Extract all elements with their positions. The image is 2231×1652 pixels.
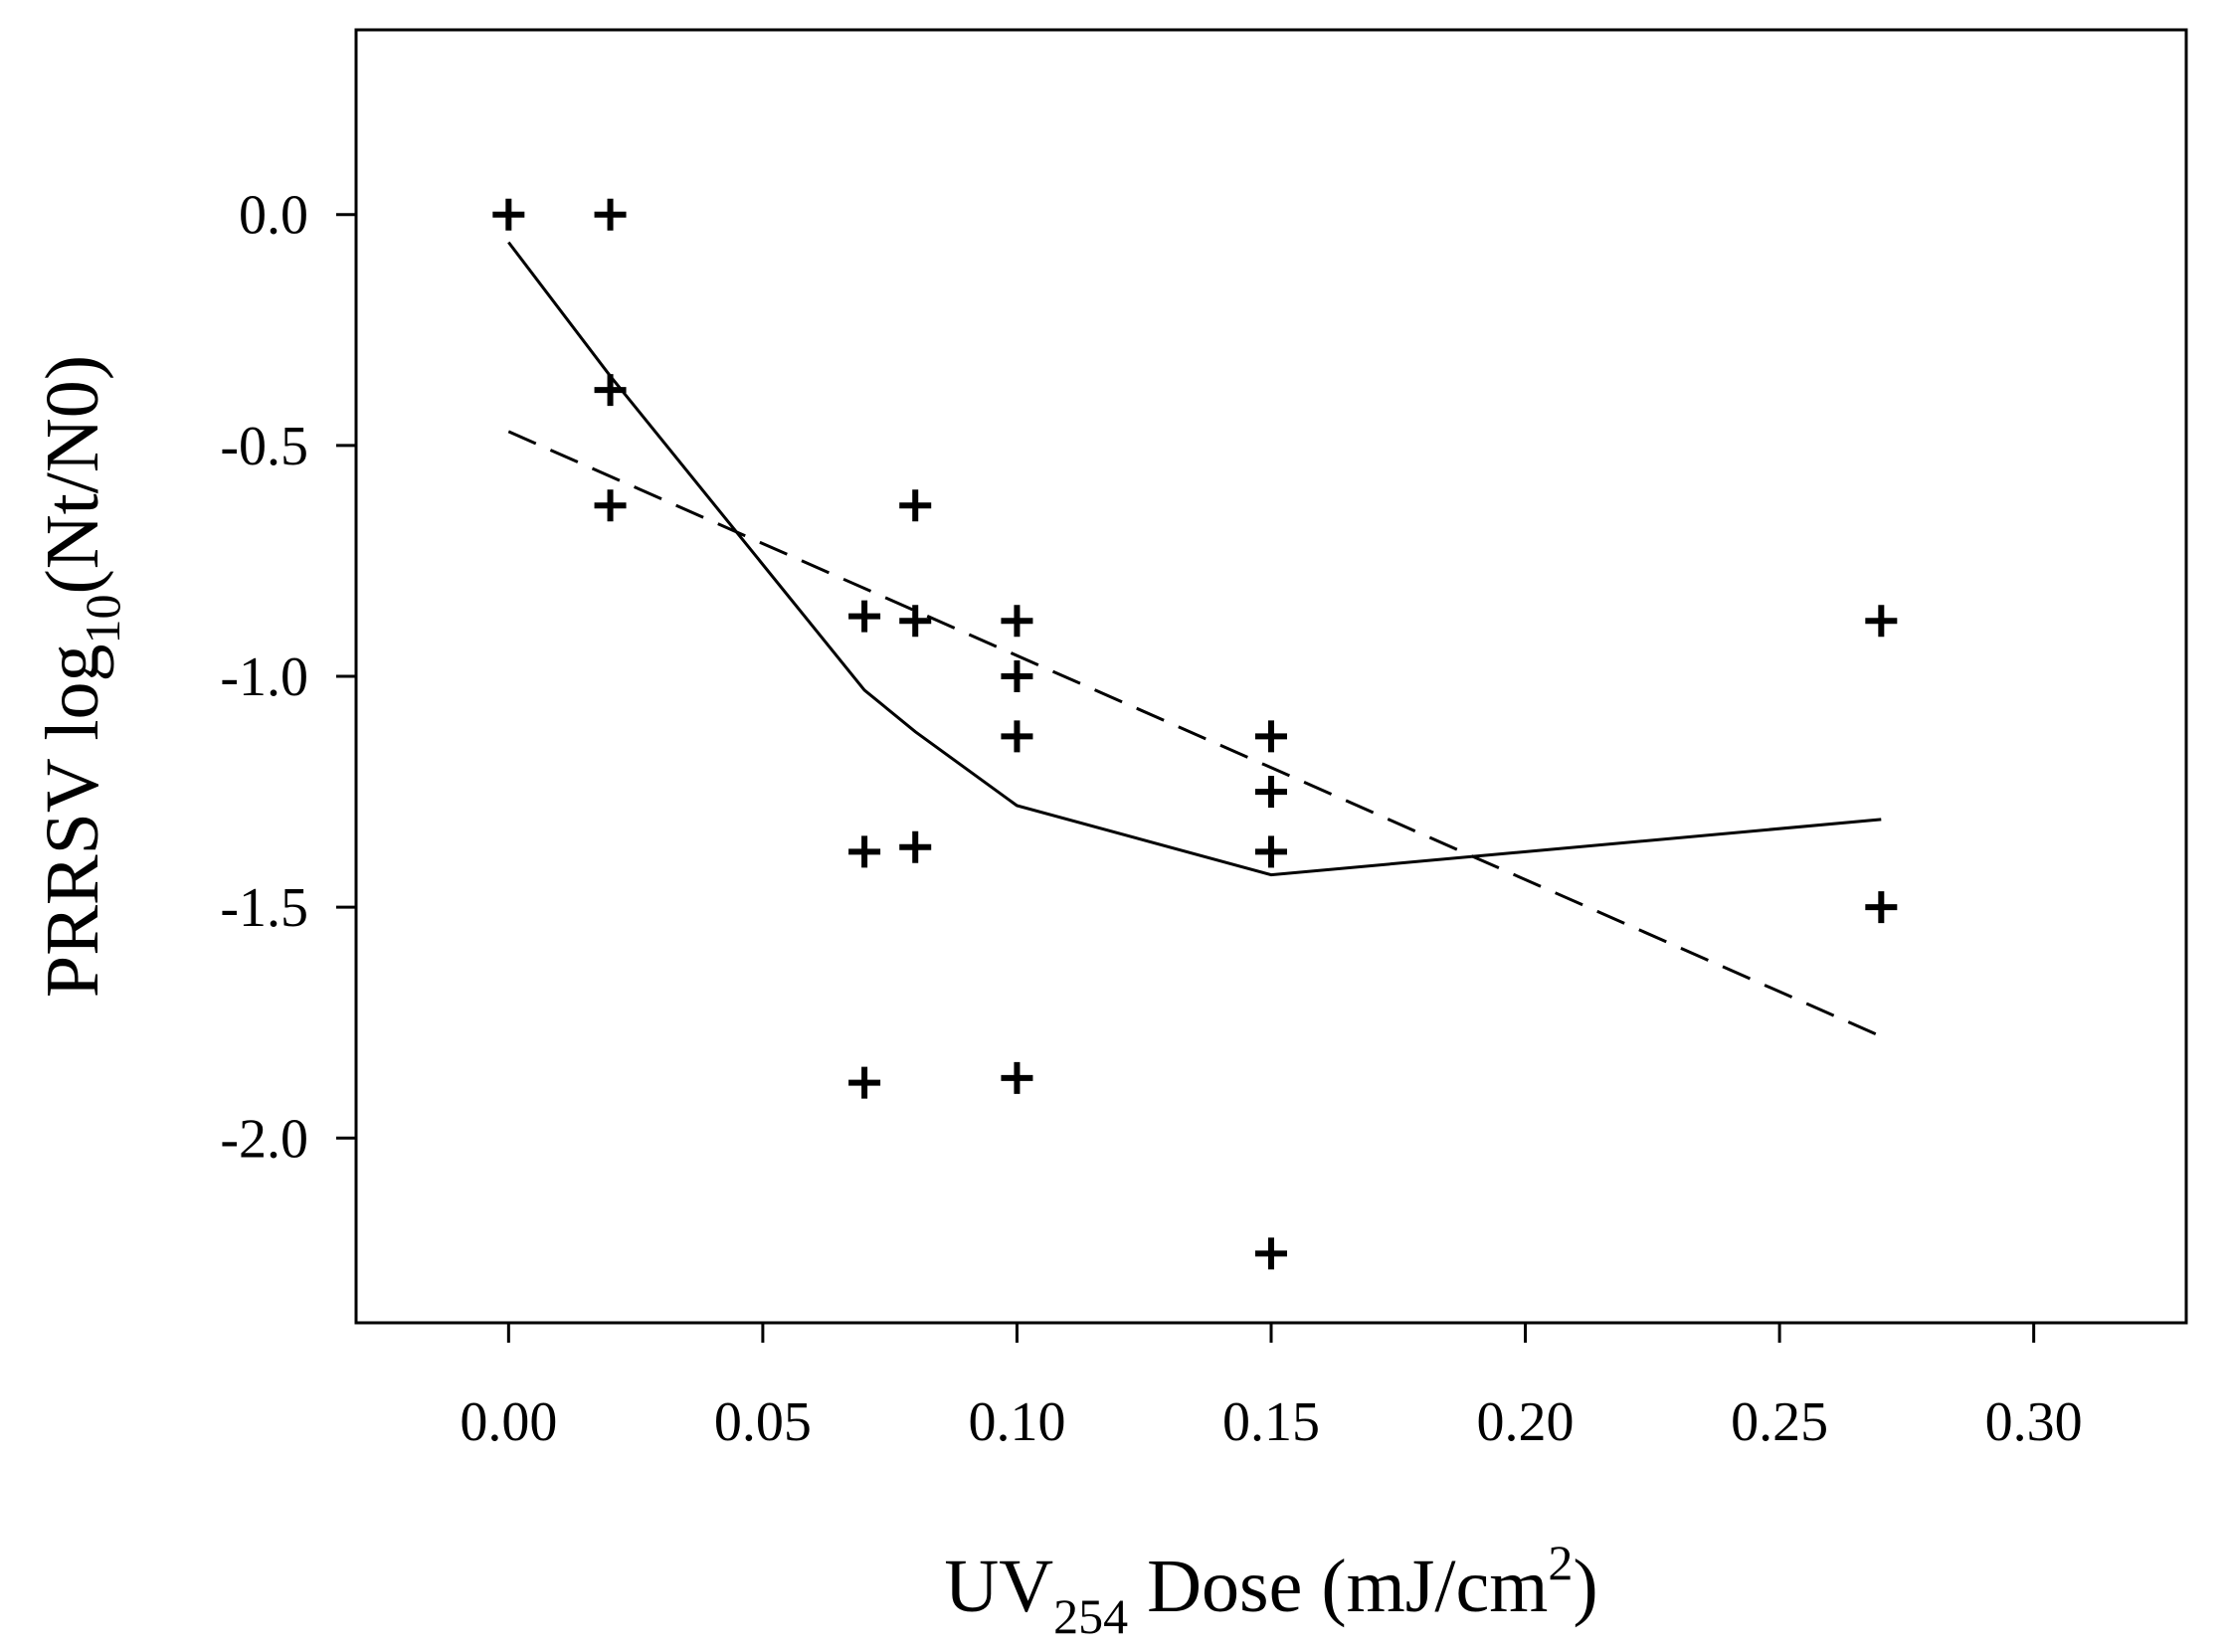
data-point xyxy=(1255,1237,1287,1270)
data-point xyxy=(899,830,932,863)
data-point xyxy=(1255,776,1287,809)
data-point xyxy=(1001,1061,1033,1094)
data-point xyxy=(492,198,525,231)
y-tick-label: -1.5 xyxy=(220,877,308,939)
x-tick-label: 0.30 xyxy=(1985,1391,2083,1453)
y-tick-label: -0.5 xyxy=(220,416,308,477)
data-point xyxy=(1001,605,1033,638)
data-point xyxy=(594,374,627,407)
data-point xyxy=(594,198,627,231)
x-tick-label: 0.10 xyxy=(968,1391,1065,1453)
data-point xyxy=(899,605,932,638)
y-axis: 0.0 -0.5 -1.0 -1.5 -2.0 xyxy=(220,185,356,1170)
y-axis-title: PRRSV log10(Nt/N0) xyxy=(31,355,130,998)
series-line-fit-dashed xyxy=(507,430,1882,1038)
y-tick-label: -1.0 xyxy=(220,646,308,708)
fit-lines xyxy=(507,241,1882,1038)
data-point xyxy=(1865,605,1898,638)
data-point xyxy=(848,835,881,868)
data-point xyxy=(1001,720,1033,753)
x-tick-label: 0.25 xyxy=(1731,1391,1828,1453)
data-points xyxy=(492,198,1898,1270)
x-axis: 0.00 0.05 0.10 0.15 0.20 0.25 0.30 xyxy=(460,1323,2083,1453)
data-point xyxy=(848,600,881,633)
x-tick-label: 0.05 xyxy=(714,1391,812,1453)
data-point xyxy=(594,489,627,522)
x-axis-title: UV254 Dose (mJ/cm2) xyxy=(944,1535,1597,1644)
data-point xyxy=(848,1066,881,1099)
y-tick-label: 0.0 xyxy=(239,185,308,247)
x-tick-label: 0.00 xyxy=(460,1391,557,1453)
data-point xyxy=(1865,891,1898,924)
series-line-fit-solid xyxy=(507,241,1882,877)
y-tick-label: -2.0 xyxy=(220,1108,308,1170)
data-point xyxy=(1255,720,1287,753)
data-point xyxy=(1001,660,1033,692)
plot-frame xyxy=(354,28,2188,1325)
data-point xyxy=(1255,835,1287,868)
data-point xyxy=(899,489,932,522)
x-tick-label: 0.20 xyxy=(1477,1391,1575,1453)
x-tick-label: 0.15 xyxy=(1222,1391,1320,1453)
